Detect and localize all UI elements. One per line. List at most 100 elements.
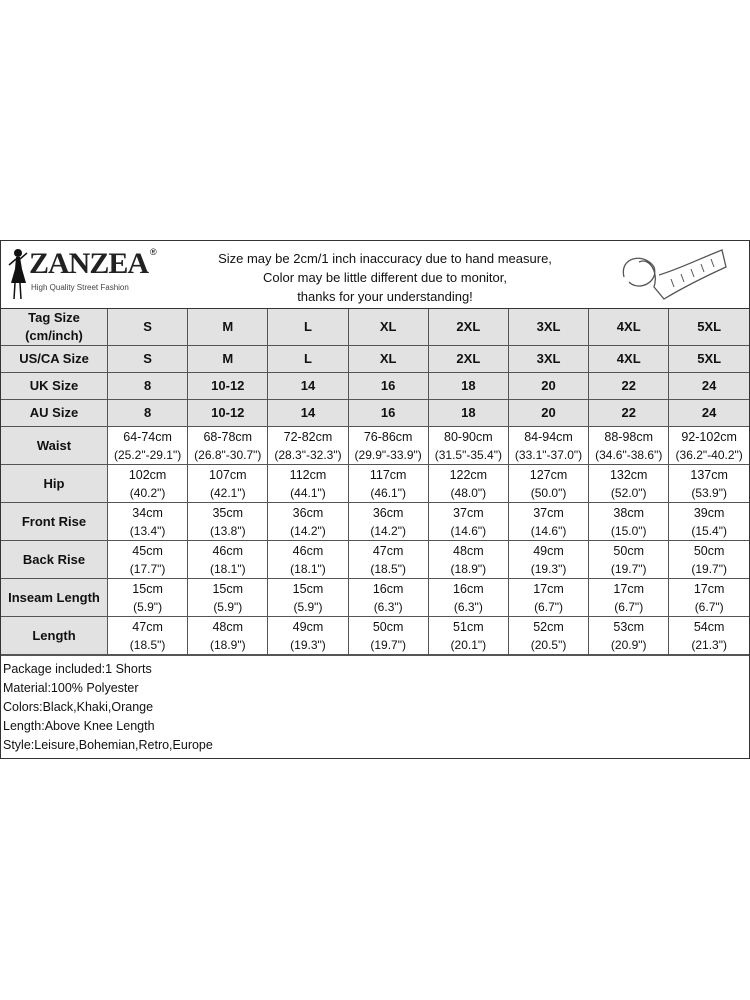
measure-row: Inseam Length 15cm (5.9") 15cm (5.9") 15cm (5.…	[1, 578, 749, 617]
zanzea-logo: ZANZEA ® High Quality Street Fashion	[7, 247, 182, 303]
measure-cell: 112cm (44.1")	[267, 464, 349, 503]
note-line: Colors:Black,Khaki,Orange	[3, 700, 154, 714]
size-cell: 10-12	[187, 399, 269, 427]
measure-cell: 35cm (13.8")	[187, 502, 269, 541]
measure-cell: 49cm (19.3")	[267, 616, 349, 655]
measure-cell: 50cm (19.7")	[588, 540, 670, 579]
measure-cell: 16cm (6.3")	[347, 578, 429, 617]
size-cell: 4XL	[588, 309, 670, 346]
size-cell: S	[106, 309, 189, 346]
measure-cell: 76-86cm (29.9"-33.9")	[347, 426, 429, 465]
measure-cell: 49cm (19.3")	[507, 540, 590, 579]
measure-cell: 72-82cm (28.3"-32.3")	[267, 426, 349, 465]
measure-cell: 64-74cm (25.2"-29.1")	[106, 426, 189, 465]
size-cell: XL	[347, 345, 429, 373]
measure-cell: 17cm (6.7")	[588, 578, 670, 617]
size-cell: L	[267, 309, 349, 346]
row-label: Hip	[1, 464, 108, 503]
measure-cell: 48cm (18.9")	[427, 540, 509, 579]
row-label: Inseam Length	[1, 578, 108, 617]
size-cell: M	[187, 345, 269, 373]
measure-cell: 15cm (5.9")	[187, 578, 269, 617]
measure-cell: 68-78cm (26.8"-30.7")	[187, 426, 269, 465]
measure-cell: 46cm (18.1")	[187, 540, 269, 579]
size-table: Tag Size (cm/inch) S M L XL 2XL 3XL 4XL 5XL US/CA…	[1, 309, 749, 655]
size-cell: 2XL	[427, 345, 509, 373]
measure-cell: 92-102cm (36.2"-40.2")	[668, 426, 749, 465]
row-label: AU Size	[1, 399, 108, 427]
measure-cell: 50cm (19.7")	[347, 616, 429, 655]
size-row: AU Size 8 10-12 14 16 18 20 22 24	[1, 399, 749, 427]
size-cell: 10-12	[187, 372, 269, 400]
size-cell: S	[106, 345, 189, 373]
measure-cell: 37cm (14.6")	[427, 502, 509, 541]
measure-row: Length 47cm (18.5") 48cm (18.9") 49cm (19.3") 5…	[1, 616, 749, 655]
size-cell: 24	[668, 372, 749, 400]
brand-line: ZANZEA ®	[29, 247, 157, 280]
row-label: Waist	[1, 426, 108, 465]
measure-cell: 46cm (18.1")	[267, 540, 349, 579]
measure-cell: 53cm (20.9")	[588, 616, 670, 655]
size-chart: ZANZEA ® High Quality Street Fashion Siz…	[0, 240, 750, 759]
chart-header: ZANZEA ® High Quality Street Fashion Siz…	[1, 241, 749, 309]
measure-cell: 47cm (18.5")	[106, 616, 189, 655]
note-line: Length:Above Knee Length	[3, 719, 155, 733]
disclaimer-text: Size may be 2cm/1 inch inaccuracy due to…	[218, 251, 552, 304]
measure-cell: 15cm (5.9")	[267, 578, 349, 617]
size-row: Tag Size (cm/inch) S M L XL 2XL 3XL 4XL 5XL	[1, 309, 749, 346]
size-cell: 8	[106, 372, 189, 400]
measure-row: Hip 102cm (40.2") 107cm (42.1") 112cm (44.1") 1…	[1, 464, 749, 503]
size-cell: 14	[267, 399, 349, 427]
measure-cell: 45cm (17.7")	[106, 540, 189, 579]
measure-row: Waist 64-74cm (25.2"-29.1") 68-78cm (26.8"-3…	[1, 426, 749, 465]
measure-cell: 50cm (19.7")	[668, 540, 749, 579]
woman-silhouette-icon	[8, 249, 28, 299]
size-cell: L	[267, 345, 349, 373]
size-cell: 20	[507, 372, 590, 400]
size-cell: 5XL	[668, 345, 749, 373]
measure-cell: 52cm (20.5")	[507, 616, 590, 655]
measure-cell: 48cm (18.9")	[187, 616, 269, 655]
measure-cell: 122cm (48.0")	[427, 464, 509, 503]
size-cell: 20	[507, 399, 590, 427]
brand-tagline: High Quality Street Fashion	[31, 283, 129, 292]
size-cell: 24	[668, 399, 749, 427]
size-cell: 18	[427, 372, 509, 400]
row-label: Length	[1, 616, 108, 655]
measure-cell: 36cm (14.2")	[267, 502, 349, 541]
measure-cell: 39cm (15.4")	[668, 502, 749, 541]
size-cell: 14	[267, 372, 349, 400]
measure-cell: 17cm (6.7")	[507, 578, 590, 617]
size-cell: 3XL	[507, 309, 590, 346]
measure-cell: 15cm (5.9")	[106, 578, 189, 617]
size-cell: M	[187, 309, 269, 346]
measure-cell: 36cm (14.2")	[347, 502, 429, 541]
measure-cell: 80-90cm (31.5"-35.4")	[427, 426, 509, 465]
size-cell: 22	[588, 399, 670, 427]
size-row: US/CA Size S M L XL 2XL 3XL 4XL 5XL	[1, 345, 749, 373]
size-cell: 22	[588, 372, 670, 400]
note-line: Material:100% Polyester	[3, 681, 139, 695]
note-line: Package included:1 Shorts	[3, 662, 152, 676]
measure-cell: 107cm (42.1")	[187, 464, 269, 503]
measure-cell: 17cm (6.7")	[668, 578, 749, 617]
measure-cell: 88-98cm (34.6"-38.6")	[588, 426, 670, 465]
size-cell: 8	[106, 399, 189, 427]
measure-cell: 16cm (6.3")	[427, 578, 509, 617]
measure-cell: 84-94cm (33.1"-37.0")	[507, 426, 590, 465]
size-cell: 5XL	[668, 309, 749, 346]
row-label: Back Rise	[1, 540, 108, 579]
size-cell: 16	[347, 372, 429, 400]
measure-cell: 117cm (46.1")	[347, 464, 429, 503]
measure-row: Front Rise 34cm (13.4") 35cm (13.8") 36cm (14.…	[1, 502, 749, 541]
measure-cell: 102cm (40.2")	[106, 464, 189, 503]
measuring-tape-icon	[622, 249, 727, 300]
measure-cell: 127cm (50.0")	[507, 464, 590, 503]
size-cell: 4XL	[588, 345, 670, 373]
measure-cell: 54cm (21.3")	[668, 616, 749, 655]
size-cell: 16	[347, 399, 429, 427]
note-line: Style:Leisure,Bohemian,Retro,Europe	[3, 738, 213, 752]
product-notes: Package included:1 Shorts Material:100% P…	[1, 655, 749, 758]
size-cell: XL	[347, 309, 429, 346]
row-label: Tag Size (cm/inch)	[1, 309, 108, 346]
